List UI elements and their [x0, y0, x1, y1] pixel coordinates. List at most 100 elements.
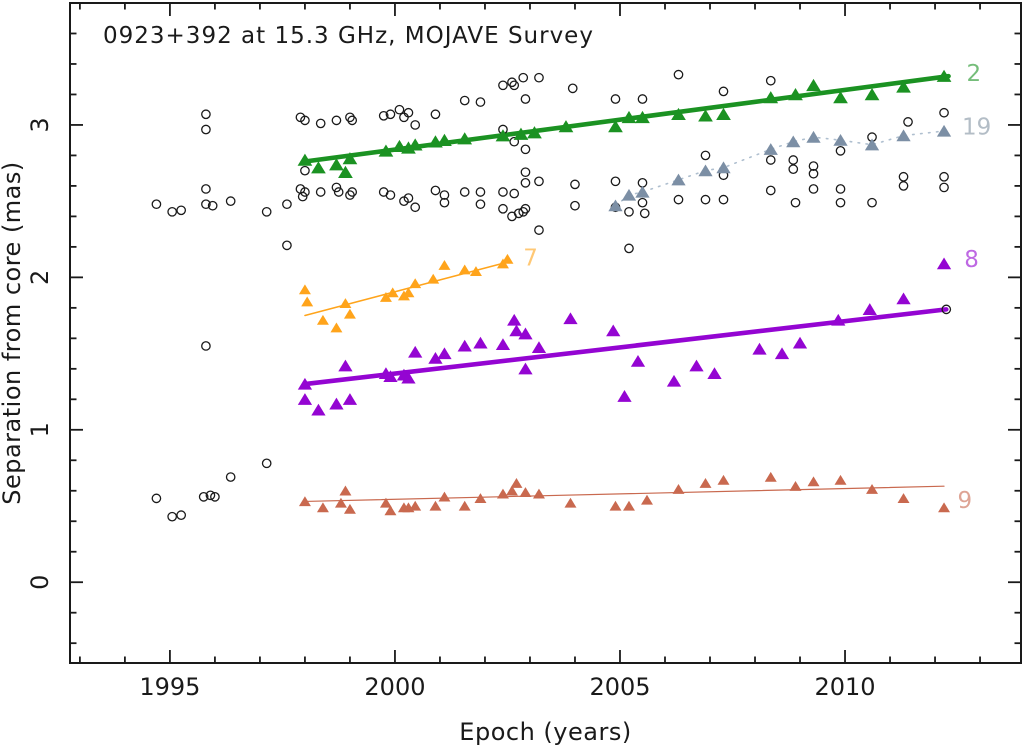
chart-title: 0923+392 at 15.3 GHz, MOJAVE Survey	[103, 23, 594, 49]
component-2-point	[407, 138, 423, 151]
component-8-point	[342, 393, 358, 405]
unidentified-point	[207, 200, 218, 211]
component-7-point	[330, 322, 343, 333]
component-markers	[297, 69, 952, 516]
unidentified-point	[808, 161, 819, 171]
unidentified-point	[534, 176, 544, 187]
component-9-point	[699, 477, 712, 488]
unidentified-point	[439, 197, 450, 208]
unidentified-point	[765, 155, 776, 165]
component-8-point	[509, 324, 524, 337]
component-9-fit-line	[304, 485, 945, 503]
unidentified-point	[898, 181, 909, 191]
component-9-point	[384, 505, 397, 516]
unidentified-point	[282, 240, 292, 251]
y-tick-label: 3	[26, 117, 54, 132]
component-7-point	[386, 287, 399, 298]
unidentified-point	[459, 95, 470, 106]
component-7-point	[339, 298, 352, 308]
unidentified-point	[439, 190, 450, 200]
component-9-point	[866, 484, 879, 494]
x-tick-label: 1995	[139, 673, 200, 701]
component-7-point	[427, 273, 440, 284]
y-axis-label: Separation from core (mas)	[0, 161, 26, 505]
unidentified-point	[167, 511, 178, 522]
unidentified-point	[475, 199, 486, 210]
component-7-point	[298, 284, 311, 295]
unidentified-point	[167, 206, 178, 217]
component-19-point	[698, 164, 713, 177]
component-2-point	[495, 129, 511, 142]
component-9-point	[438, 491, 451, 502]
unidentified-point	[430, 109, 441, 120]
component-9-point	[474, 493, 487, 504]
plot-frame	[69, 2, 1022, 664]
component-2-point	[896, 80, 911, 93]
unidentified-point	[518, 72, 529, 83]
unidentified-point	[205, 490, 216, 501]
component-7-point	[409, 278, 422, 289]
component-8-point	[831, 313, 846, 326]
component-2-point	[401, 141, 416, 154]
component-7-point	[438, 259, 451, 270]
unidentified-point	[520, 94, 531, 104]
unidentified-point	[315, 118, 326, 129]
component-19-dotted-line	[614, 130, 945, 207]
component-7-point	[458, 264, 471, 275]
unidentified-point	[498, 80, 508, 91]
component-2-point	[635, 110, 650, 124]
component-9-point	[510, 477, 523, 488]
component-8-point	[383, 370, 398, 383]
y-tick-label: 1	[26, 422, 54, 437]
component-9-point	[641, 494, 653, 505]
unidentified-point	[513, 208, 524, 219]
component-8-point	[408, 345, 423, 358]
component-2-point	[329, 158, 344, 171]
unidentified-point	[261, 458, 272, 469]
unidentified-point	[534, 72, 544, 83]
unidentified-point	[903, 117, 913, 127]
component-2-point	[311, 161, 326, 174]
unidentified-point	[610, 94, 621, 104]
unidentified-point	[345, 112, 355, 123]
component-8-point	[457, 339, 472, 352]
unidentified-point	[835, 197, 846, 208]
component-9-point	[334, 497, 347, 508]
unidentified-point	[410, 120, 421, 130]
component-2-point	[936, 69, 952, 82]
unidentified-point	[331, 115, 342, 126]
component-9-point	[429, 500, 442, 511]
unidentified-point	[201, 109, 211, 120]
component-8-point	[896, 292, 911, 305]
component-9-point	[623, 500, 635, 511]
unidentified-point	[637, 197, 648, 208]
unidentified-point	[176, 510, 187, 520]
component-7-point	[469, 266, 482, 276]
component-2-point	[457, 132, 473, 145]
component-19-point	[621, 188, 637, 201]
component-labels: 2 19 7 8 9	[523, 61, 991, 514]
unidentified-point	[225, 472, 236, 482]
unidentified-point	[939, 182, 949, 193]
component-2-point	[378, 144, 394, 157]
x-tick-label: 2005	[589, 673, 650, 701]
unidentified-point	[300, 165, 310, 176]
component-9-point	[938, 502, 951, 513]
unidentified-point	[498, 203, 508, 214]
component-8-point	[792, 336, 808, 349]
component-8-point	[338, 359, 353, 372]
unidentified-point	[403, 193, 414, 203]
component-19-point	[864, 138, 880, 151]
component-8-label: 8	[964, 247, 979, 273]
component-19-point	[763, 143, 778, 155]
component-8-point	[311, 403, 326, 416]
component-9-point	[339, 485, 352, 496]
component-2-point	[864, 88, 880, 101]
unidentified-point	[567, 83, 578, 94]
component-8-point	[862, 303, 877, 315]
y-tick-label: 2	[26, 270, 54, 285]
unidentified-point	[459, 187, 470, 197]
unidentified-point	[808, 184, 819, 194]
